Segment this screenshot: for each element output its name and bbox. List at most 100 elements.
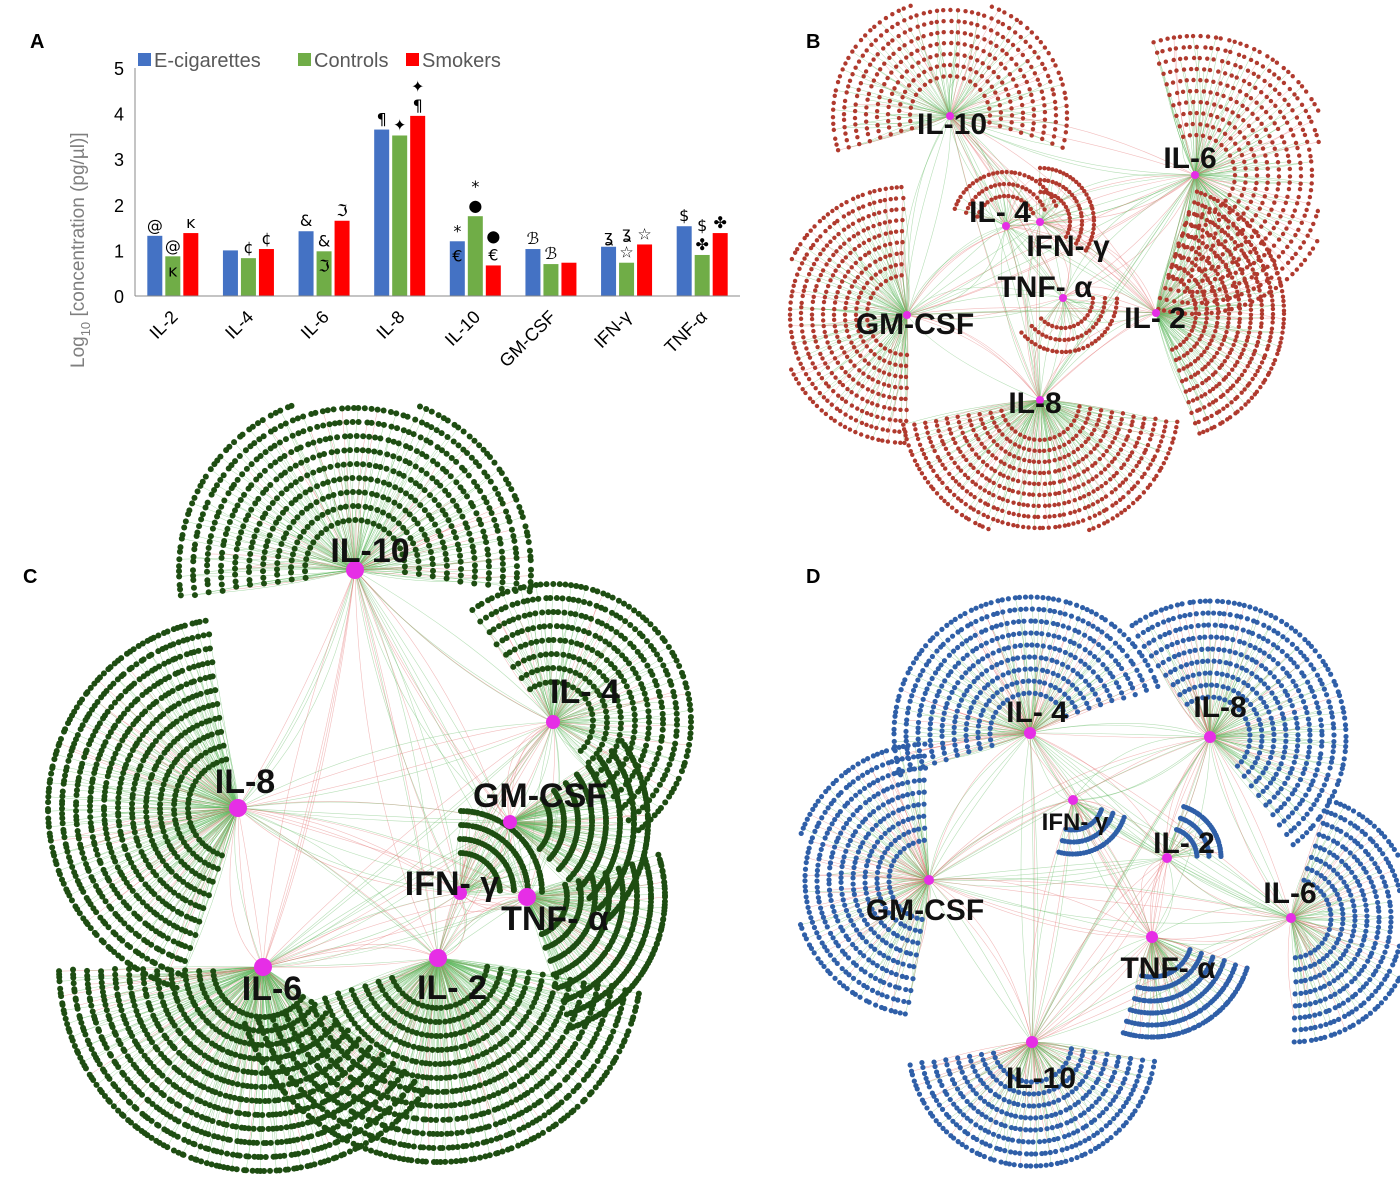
leaf-node [1109, 459, 1115, 465]
leaf-node [878, 135, 883, 140]
leaf-node [1286, 159, 1292, 164]
leaf-node [1110, 516, 1115, 521]
leaf-node [1029, 176, 1035, 181]
hub-label: TNF- α [997, 271, 1093, 304]
leaf-node [373, 492, 380, 499]
leaf-node [1119, 510, 1124, 515]
leaf-node [866, 213, 871, 219]
leaf-node [898, 374, 904, 379]
edge [936, 44, 951, 117]
hub-edge [234, 807, 264, 968]
leaf-node [955, 8, 961, 13]
edge [960, 196, 1007, 227]
leaf-node [1176, 241, 1181, 246]
leaf-node [882, 266, 888, 272]
edge [969, 185, 1007, 227]
leaf-node [1167, 92, 1172, 98]
leaf-node [798, 242, 803, 247]
y-tick-label: 0 [114, 287, 124, 307]
leaf-node [1026, 514, 1031, 519]
leaf-node [1014, 17, 1020, 23]
significance-marker: ☆ [619, 243, 633, 262]
leaf-node [1264, 94, 1269, 100]
leaf-node [970, 181, 976, 186]
bar-group [147, 115, 728, 296]
bar-smokers-1 [258, 249, 274, 296]
leaf-node [887, 253, 893, 258]
leaf-node [955, 30, 961, 35]
leaf-node [887, 406, 892, 411]
leaf-node [928, 31, 934, 37]
leaf-node [1225, 403, 1230, 409]
leaf-node [1287, 220, 1292, 225]
leaf-node [788, 300, 793, 305]
edge [825, 314, 908, 415]
leaf-node [1249, 395, 1255, 401]
leaf-node [1032, 327, 1038, 332]
leaf-node [1299, 220, 1304, 226]
leaf-node [1221, 337, 1227, 343]
leaf-node [977, 412, 982, 417]
leaf-node [1237, 89, 1243, 94]
leaf-node [1118, 421, 1123, 427]
edge [831, 314, 908, 374]
leaf-node [1198, 122, 1203, 127]
leaf-node [1046, 50, 1051, 56]
leaf-node [1003, 66, 1008, 71]
leaf-node [1262, 219, 1268, 224]
leaf-node [871, 57, 876, 62]
leaf-node [1270, 311, 1276, 317]
leaf-node [1076, 519, 1081, 525]
leaf-node [989, 84, 995, 90]
leaf-node [1047, 503, 1052, 508]
leaf-node [1057, 524, 1062, 529]
leaf-node [800, 293, 805, 299]
leaf-node [1063, 130, 1069, 135]
leaf-node [1303, 89, 1309, 94]
leaf-node [1275, 126, 1281, 132]
leaf-node [988, 434, 993, 440]
leaf-node [1284, 120, 1290, 125]
bar-smokers-6 [637, 244, 653, 296]
leaf-node [1190, 267, 1195, 273]
edge [871, 314, 908, 404]
leaf-node [1065, 426, 1070, 432]
significance-markers: @@ĸĸ¢ ¢&&ℑℑ¶ ✦¶✦*€●*●€ℬℬʓ☆ʓ ☆$✤$ ✤ [147, 77, 727, 280]
edge [823, 217, 908, 316]
leaf-node [893, 229, 899, 234]
leaf-node [986, 449, 991, 454]
leaf-node [1184, 220, 1189, 226]
leaf-node [976, 509, 981, 515]
leaf-node [1127, 428, 1133, 434]
leaf-node [854, 349, 860, 354]
leaf-node [832, 300, 838, 305]
leaf-node [976, 437, 981, 442]
leaf-node [1224, 107, 1230, 112]
leaf-node [1068, 510, 1073, 516]
leaf-node [286, 524, 293, 531]
leaf-node [1188, 66, 1194, 72]
leaf-node [1101, 452, 1106, 458]
leaf-node [873, 38, 879, 43]
leaf-node [799, 300, 804, 306]
leaf-node [1208, 219, 1213, 225]
leaf-node [878, 33, 884, 38]
leaf-node [1052, 435, 1057, 440]
leaf-node [893, 196, 899, 201]
leaf-node [1187, 387, 1192, 393]
edge [855, 115, 951, 125]
leaf-node [1180, 89, 1186, 95]
leaf-node [839, 396, 845, 402]
leaf-node [846, 334, 852, 339]
leaf-node [1000, 48, 1005, 53]
leaf-node [998, 459, 1004, 464]
leaf-node [1192, 277, 1198, 283]
leaf-node [892, 440, 898, 445]
leaf-node [1209, 45, 1214, 51]
leaf-node [1221, 406, 1226, 411]
leaf-node [1010, 77, 1016, 82]
leaf-node [956, 420, 962, 425]
leaf-node [947, 73, 953, 79]
leaf-node [1067, 324, 1073, 330]
leaf-node [1254, 173, 1260, 178]
